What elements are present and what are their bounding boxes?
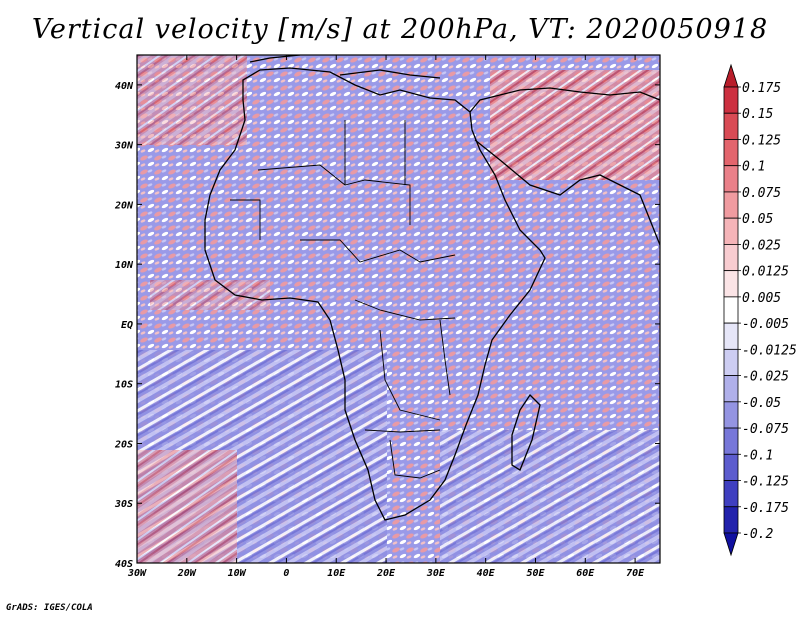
field-northwest-red (137, 55, 247, 145)
lon-tick-label: 20W (177, 568, 197, 579)
colorbar-label: -0.005 (742, 317, 789, 332)
border-central (300, 239, 456, 263)
colorbar-label: -0.125 (742, 475, 789, 490)
latitude-ticks: 40N 30N 20N 10N EQ 10S 20S 30S 40S (114, 81, 660, 570)
colorbar-swatch (723, 348, 739, 376)
lon-tick-label: 30E (426, 568, 446, 579)
lon-tick-label: 70E (626, 568, 645, 579)
lon-tick-label: 30W (127, 568, 147, 579)
colorbar-max-arrow (723, 63, 739, 88)
colorbar-label: -0.2 (742, 527, 773, 542)
border-southern (364, 429, 441, 433)
mediterranean-north-coast (339, 69, 441, 79)
longitude-ticks: 30W 20W 10W 0 10E 20E 30E 40E 50E 60E 70E (127, 55, 645, 579)
colorbar-swatch (723, 375, 739, 403)
lon-tick-label: 10W (228, 568, 247, 579)
colorbar-swatch (723, 165, 739, 193)
field-gulf-red (150, 280, 270, 310)
border-sahel (257, 164, 411, 225)
great-lakes-line (439, 319, 451, 396)
lat-tick-label: EQ (121, 320, 133, 331)
arabia-coastline (474, 139, 660, 246)
lat-tick-label: 40S (115, 559, 133, 570)
chart-title: Vertical velocity [m/s] at 200hPa, VT: 2… (31, 14, 769, 45)
colorbar-label: -0.075 (742, 422, 789, 437)
colorbar-min-arrow (723, 532, 739, 557)
lat-tick-label: 40N (115, 81, 134, 92)
lon-tick-label: 40E (477, 568, 496, 579)
colorbar-label: -0.0125 (742, 343, 797, 358)
field-southeast-streaks (440, 430, 660, 563)
border-south-africa (389, 439, 441, 479)
asia-coastline (469, 87, 660, 113)
colorbar-label: -0.05 (742, 396, 781, 411)
colorbar-swatch (723, 453, 739, 481)
colorbar-label: 0.075 (742, 186, 781, 201)
africa-coastline (204, 67, 546, 521)
colorbar: 0.175 0.15 0.125 0.1 0.075 0.05 0.025 0.0125 0.0… (723, 63, 797, 557)
colorbar-label: 0.025 (742, 238, 781, 253)
lat-tick-label: 10N (115, 260, 134, 271)
field-himalaya-red (490, 70, 660, 180)
lat-tick-label: 20N (114, 200, 134, 211)
colorbar-swatch (723, 112, 739, 140)
lat-tick-label: 30S (114, 499, 133, 510)
lat-tick-label: 20S (114, 439, 133, 450)
velocity-field (137, 55, 660, 563)
colorbar-swatch (723, 506, 739, 534)
lat-tick-label: 10S (115, 380, 133, 391)
country-borders (230, 120, 456, 479)
colorbar-label: 0.05 (742, 212, 773, 227)
colorbar-label: -0.1 (742, 448, 773, 463)
map-frame (136, 54, 661, 564)
colorbar-label: 0.175 (742, 81, 781, 96)
colorbar-label: 0.005 (742, 291, 781, 306)
lon-tick-label: 0 (283, 568, 289, 579)
colorbar-swatch (723, 296, 739, 324)
colorbar-swatch (723, 244, 739, 272)
colorbar-label: 0.125 (742, 133, 781, 148)
colorbar-swatch (723, 139, 739, 167)
lon-tick-label: 50E (526, 568, 545, 579)
lon-tick-label: 20E (376, 568, 396, 579)
colorbar-label: -0.025 (742, 370, 789, 385)
coastlines (204, 55, 660, 521)
colorbar-label: 0.0125 (742, 265, 789, 280)
colorbar-swatch (723, 401, 739, 429)
lon-tick-label: 10E (327, 568, 346, 579)
colorbar-swatch (723, 191, 739, 219)
field-southatlantic-red (137, 450, 237, 563)
colorbar-label: 0.1 (742, 160, 765, 175)
colorbar-swatch (723, 270, 739, 298)
colorbar-label: 0.15 (742, 107, 773, 122)
border-west (230, 199, 261, 240)
lat-tick-label: 30N (114, 141, 134, 152)
colorbar-label: -0.175 (742, 501, 789, 516)
colorbar-swatch (723, 480, 739, 508)
credit-text: GrADS: IGES/COLA (6, 603, 93, 613)
colorbar-swatch (723, 322, 739, 350)
colorbar-swatch (723, 86, 739, 114)
madagascar-coastline (511, 393, 541, 471)
europe-coastline (249, 55, 301, 63)
colorbar-swatch (723, 427, 739, 455)
colorbar-swatch (723, 217, 739, 245)
lon-tick-label: 60E (576, 568, 595, 579)
border-congo (379, 329, 441, 421)
border-equatorial (354, 299, 456, 321)
